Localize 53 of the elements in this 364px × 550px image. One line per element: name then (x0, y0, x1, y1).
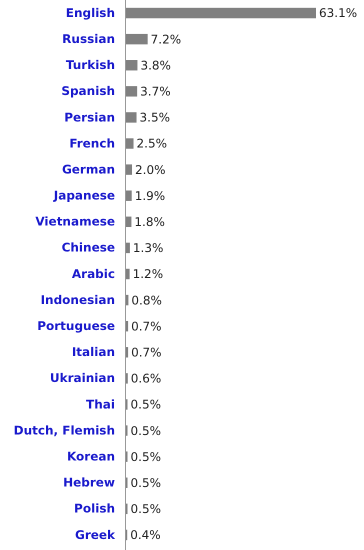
data-label: 3.7% (140, 84, 171, 99)
data-label: 1.3% (132, 241, 164, 256)
y-tick-label: Indonesian (40, 292, 115, 307)
y-tick-label: English (66, 6, 115, 20)
bar (126, 112, 137, 123)
bar (126, 164, 132, 175)
y-tick-label: Japanese (52, 188, 115, 203)
bar (126, 268, 130, 280)
data-label: 3.5% (140, 110, 170, 125)
data-label: 0.5% (130, 450, 162, 464)
y-tick-label: Persian (64, 110, 115, 124)
data-label: 2.5% (136, 136, 168, 151)
data-label: 63.1% (319, 6, 358, 20)
y-tick-label: Dutch, Flemish (14, 423, 115, 438)
bar (126, 86, 138, 97)
y-tick-label: Greek (74, 528, 116, 542)
data-label: 2.0% (135, 162, 166, 177)
data-label: 0.7% (131, 319, 162, 334)
y-tick-label: Turkish (66, 58, 115, 72)
data-label: 0.7% (131, 345, 162, 360)
y-tick-label: Polish (74, 502, 115, 516)
data-label: 0.5% (130, 424, 162, 438)
data-label: 0.5% (130, 502, 162, 516)
bar (126, 190, 132, 201)
y-tick-label: Vietnamese (35, 214, 115, 229)
bar (126, 8, 316, 18)
bar (126, 34, 148, 44)
y-tick-label: Spanish (61, 84, 115, 98)
y-tick-label: German (62, 162, 115, 176)
y-tick-label: Korean (66, 450, 115, 464)
data-label: 3.8% (140, 58, 171, 72)
y-tick-label: Ukrainian (50, 371, 115, 386)
data-label: 0.5% (130, 398, 162, 412)
bar (126, 138, 134, 149)
data-label: 7.2% (150, 32, 182, 46)
bar (126, 216, 132, 228)
y-tick-label: Portuguese (37, 319, 115, 334)
y-tick-label: French (69, 136, 115, 150)
data-label: 1.2% (132, 267, 164, 282)
data-label: 0.6% (130, 372, 162, 386)
data-label: 1.9% (134, 188, 166, 203)
data-label: 0.8% (131, 293, 162, 308)
data-label: 0.4% (130, 528, 161, 542)
y-tick-label: Russian (62, 32, 115, 46)
y-tick-label: Arabic (72, 266, 115, 281)
y-tick-label: Chinese (62, 240, 115, 255)
y-tick-label: Italian (72, 345, 115, 360)
y-tick-label: Hebrew (63, 476, 115, 490)
data-label: 0.5% (130, 476, 162, 490)
bar (126, 60, 138, 70)
bar (126, 242, 130, 254)
y-tick-label: Thai (86, 397, 115, 412)
data-label: 1.8% (134, 215, 165, 230)
